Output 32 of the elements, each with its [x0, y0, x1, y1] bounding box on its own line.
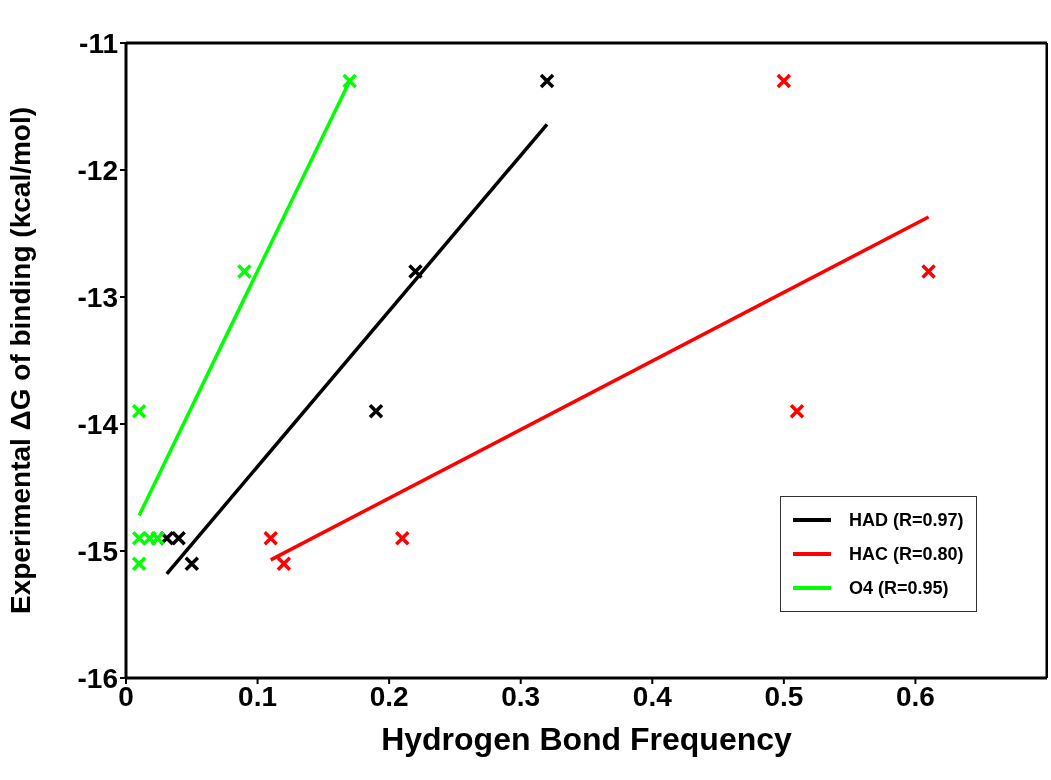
x-tick-label: 0.1: [238, 680, 278, 712]
point: [776, 73, 792, 89]
point: [407, 263, 424, 280]
x-tick-label: 0.5: [764, 680, 804, 712]
y-tick-label: -12: [77, 154, 118, 186]
y-tick-label: -15: [77, 535, 118, 567]
point: [341, 73, 358, 89]
y-axis-title: Experimental ΔG of binding (kcal/mol): [4, 106, 36, 615]
legend-label: HAD (R=0.97): [849, 509, 964, 531]
point: [236, 263, 253, 280]
y-tick-label: -14: [77, 408, 119, 440]
x-tick-label: 0.3: [501, 680, 541, 712]
x-axis-title: Hydrogen Bond Frequency: [381, 721, 793, 757]
point: [276, 555, 292, 572]
point: [262, 530, 279, 547]
y-tick-label: -13: [77, 281, 118, 313]
point: [920, 263, 937, 280]
point: [131, 555, 147, 572]
x-tick-label: 0: [118, 680, 134, 712]
x-tick-label: 0.4: [632, 680, 673, 712]
y-tick-label: -16: [77, 662, 118, 694]
legend-label: HAC (R=0.80): [849, 543, 964, 565]
point: [539, 73, 555, 89]
point: [184, 555, 200, 572]
point: [394, 530, 411, 547]
y-tick-label: -11: [79, 27, 118, 59]
legend-label: O4 (R=0.95): [849, 577, 949, 599]
point: [131, 403, 147, 420]
point: [789, 403, 805, 420]
x-tick-label: 0.6: [895, 680, 935, 712]
point: [368, 403, 384, 420]
x-tick-label: 0.2: [369, 680, 409, 712]
